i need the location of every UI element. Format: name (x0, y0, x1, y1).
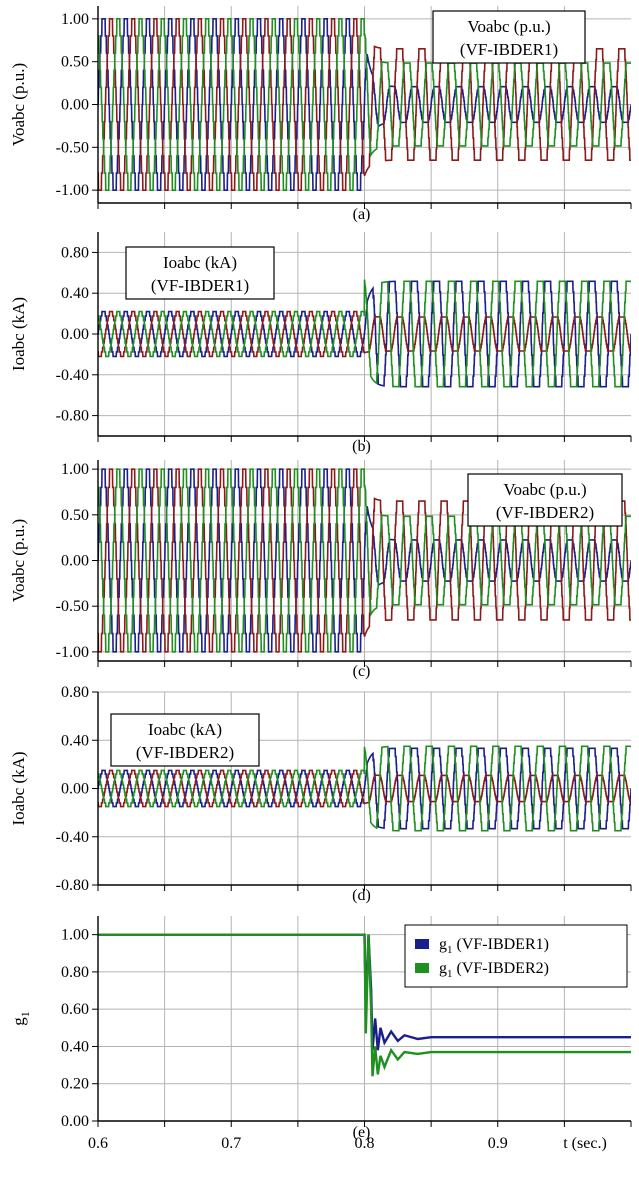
legend-label: g1 (VF-IBDER2) (439, 960, 549, 980)
y-tick-label: 0.60 (61, 1001, 89, 1018)
series-line-green (98, 279, 631, 388)
y-tick-label: 0.00 (61, 1113, 89, 1130)
panel-b: 0.80 0.40 0.00 -0.40 -0.80 Ioabc (kA) (b) Ioabc… (9, 232, 632, 455)
series-line-red (98, 310, 631, 358)
x-tick-label: 0.6 (88, 1135, 108, 1152)
panel-caption: (d) (352, 887, 371, 904)
y-axis-label: Voabc (p.u.) (9, 63, 28, 146)
panel-caption: (e) (353, 1124, 371, 1141)
y-tick-label: 0.80 (61, 684, 89, 701)
y-tick-label: 0.80 (61, 964, 89, 981)
annotation-line-1: Ioabc (kA) (148, 720, 222, 739)
plot-area (98, 933, 631, 1077)
annotation-line-2: (VF-IBDER2) (136, 743, 234, 762)
y-tick-label: -0.40 (56, 829, 89, 846)
y-tick-label: 0.50 (61, 507, 89, 524)
y-tick-label: 0.00 (61, 97, 89, 114)
x-axis-label: t (sec.) (563, 1135, 607, 1152)
legend-swatch (415, 963, 429, 973)
y-tick-label: -0.40 (56, 367, 89, 384)
series-line-blue (98, 18, 631, 191)
series-line-red (98, 18, 631, 191)
y-axis-label: Ioabc (kA) (9, 297, 28, 371)
legend-box (404, 924, 628, 988)
annotation-box (432, 10, 586, 64)
panel-d: 0.80 0.40 0.00 -0.40 -0.80 Ioabc (kA) (d) Ioabc… (9, 684, 632, 904)
annotation-line-1: Voabc (p.u.) (467, 17, 550, 36)
y-tick-label: 1.00 (61, 11, 89, 28)
panel-a: 1.00 0.50 0.00 -0.50 -1.00 Voabc (p.u.) (a) Voa… (9, 6, 632, 223)
series-line-red (98, 468, 631, 653)
panel-caption: (a) (353, 206, 371, 223)
y-tick-label: 1.00 (61, 927, 89, 944)
y-tick-label: 0.20 (61, 1076, 89, 1093)
y-tick-label: -0.80 (56, 408, 89, 425)
y-tick-label: 0.50 (61, 54, 89, 71)
series-line-green (98, 745, 631, 832)
y-axis-label: Voabc (p.u.) (9, 519, 28, 602)
y-tick-label: 0.40 (61, 732, 89, 749)
y-tick-label: 0.40 (61, 285, 89, 302)
series-line-red (98, 769, 631, 808)
annotation-box (125, 246, 275, 300)
panel-e: 1.00 0.80 0.60 0.40 0.20 0.00 g1 (e) g1 (VF-IBDE… (9, 916, 632, 1152)
x-tick-label: 0.7 (221, 1135, 241, 1152)
y-tick-label: 0.00 (61, 326, 89, 343)
y-tick-label: 1.00 (61, 461, 89, 478)
annotation-box (110, 713, 260, 767)
plot-area (98, 279, 631, 388)
plot-area (98, 745, 631, 832)
panel-caption: (b) (352, 438, 371, 455)
x-tick-label: 0.9 (488, 1135, 508, 1152)
series-line-blue (98, 747, 631, 830)
y-axis-label: g1 (9, 1011, 32, 1026)
y-tick-label: 0.00 (61, 553, 89, 570)
annotation-line-2: (VF-IBDER1) (460, 40, 558, 59)
annotation-line-2: (VF-IBDER2) (496, 503, 594, 522)
y-axis-label: Ioabc (kA) (9, 751, 28, 825)
annotation-line-2: (VF-IBDER1) (151, 276, 249, 295)
x-tick-label: 0.8 (355, 1135, 375, 1152)
y-tick-label: -0.80 (56, 877, 89, 894)
y-tick-label: 0.40 (61, 1038, 89, 1055)
series-line-blue (98, 468, 631, 653)
y-tick-label: 0.00 (61, 781, 89, 798)
legend-swatch (415, 939, 429, 949)
y-tick-label: 0.80 (61, 244, 89, 261)
legend: g1 (VF-IBDER1) g1 (VF-IBDER2) (404, 924, 628, 988)
annotation-box (467, 473, 623, 527)
panel-caption: (c) (353, 663, 371, 680)
series-line-blue (98, 280, 631, 388)
annotation-line-1: Ioabc (kA) (163, 253, 237, 272)
panel-c: 1.00 0.50 0.00 -0.50 -1.00 Voabc (p.u.) (c) Voa… (9, 460, 632, 680)
y-tick-label: -0.50 (56, 139, 89, 156)
legend-label: g1 (VF-IBDER1) (439, 936, 549, 956)
annotation-line-1: Voabc (p.u.) (503, 480, 586, 499)
series-line-green (98, 933, 631, 1077)
y-tick-label: -0.50 (56, 598, 89, 615)
y-tick-label: -1.00 (56, 644, 89, 661)
y-tick-label: -1.00 (56, 182, 89, 199)
